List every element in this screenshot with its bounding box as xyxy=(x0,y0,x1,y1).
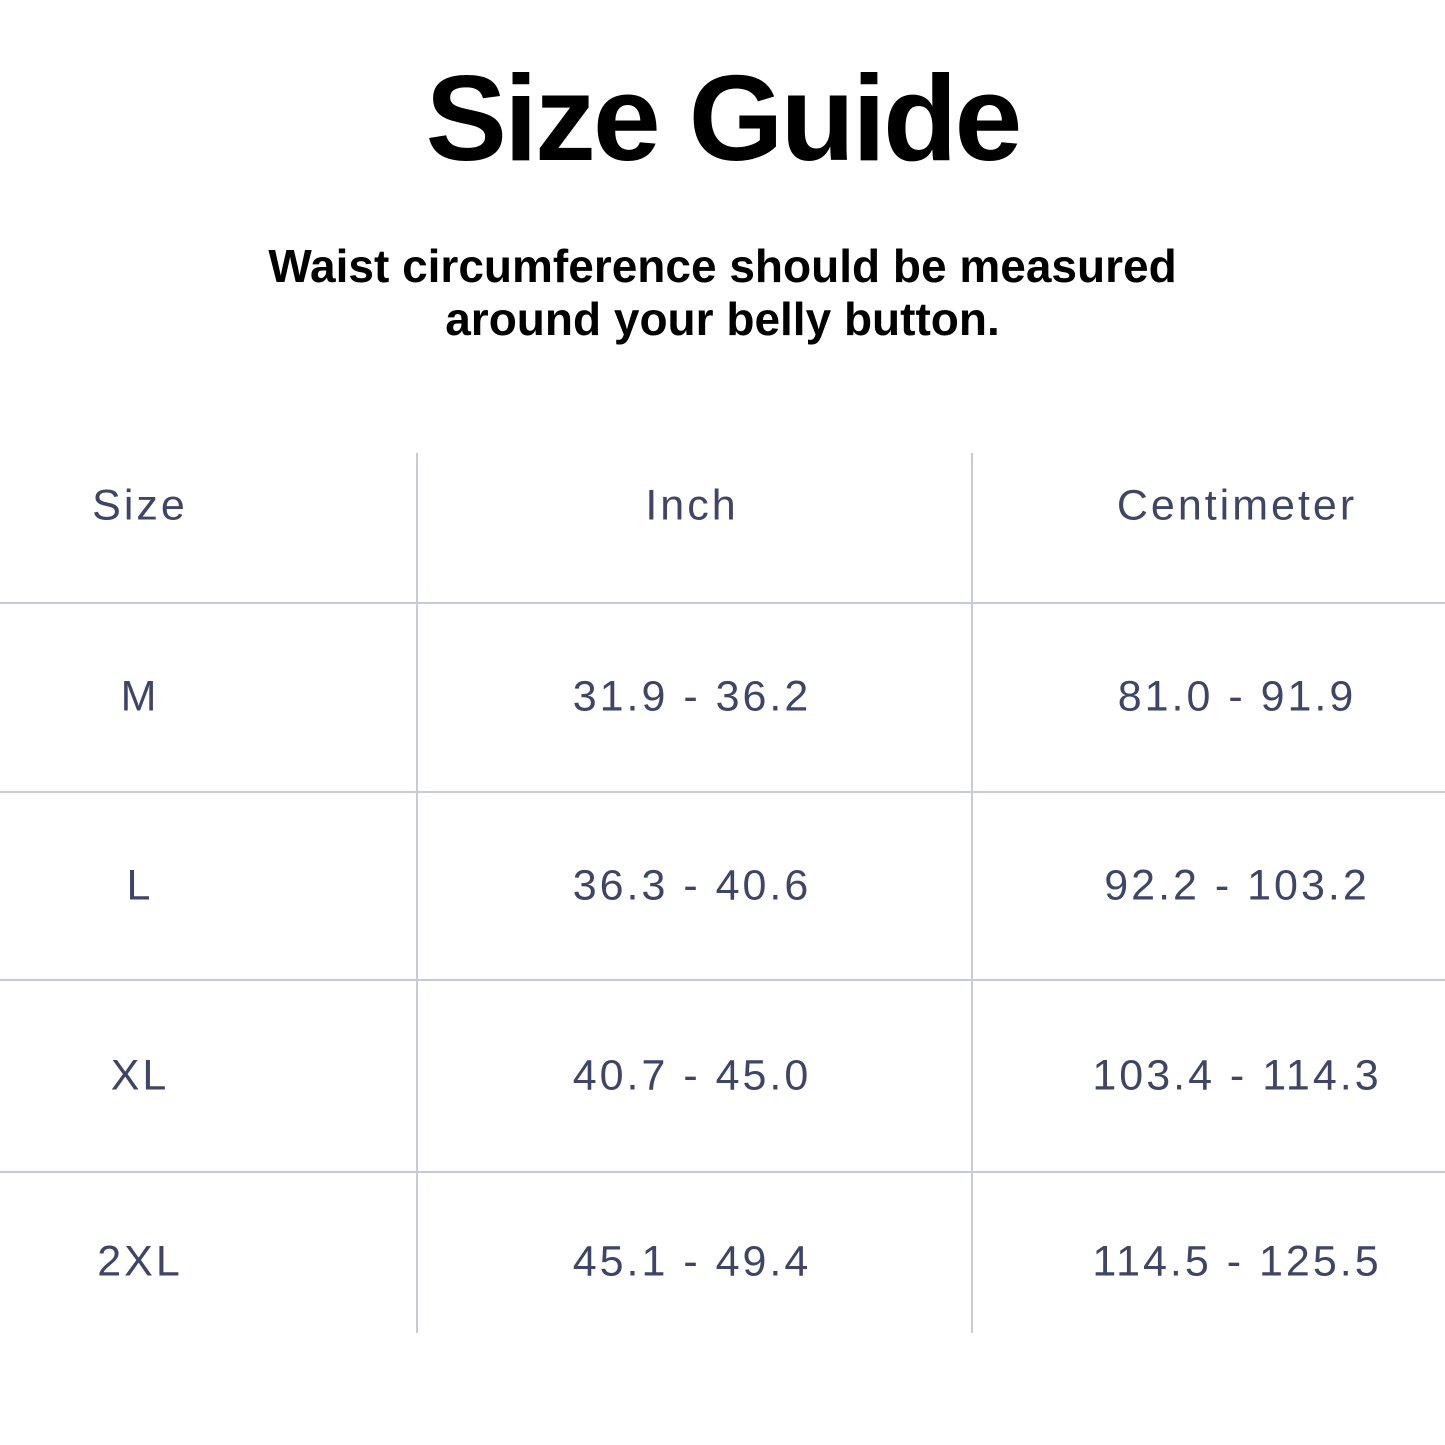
subtitle-line-1: Waist circumference should be measured xyxy=(268,240,1177,292)
inch-range: 40.7 - 45.0 xyxy=(572,1051,812,1100)
inch-range: 36.3 - 40.6 xyxy=(572,861,812,910)
size-value: XL xyxy=(110,1051,170,1100)
column-header-centimeter: Centimeter xyxy=(1116,481,1358,530)
column-header-inch: Inch xyxy=(645,481,739,530)
subtitle-line-2: around your belly button. xyxy=(445,293,1000,346)
centimeter-range: 114.5 - 125.5 xyxy=(1092,1237,1382,1286)
row-divider-4 xyxy=(0,1171,1445,1173)
row-divider-1 xyxy=(0,602,1445,604)
column-header-size: Size xyxy=(92,481,188,530)
centimeter-range: 103.4 - 114.3 xyxy=(1092,1051,1382,1100)
size-value: M xyxy=(120,672,160,721)
column-divider-2 xyxy=(971,453,973,1333)
row-divider-2 xyxy=(0,791,1445,793)
subtitle: Waist circumference should be measured a… xyxy=(0,240,1445,347)
size-value: 2XL xyxy=(97,1237,183,1286)
inch-range: 45.1 - 49.4 xyxy=(572,1237,812,1286)
column-divider-1 xyxy=(416,453,418,1333)
centimeter-range: 92.2 - 103.2 xyxy=(1104,861,1370,910)
row-divider-3 xyxy=(0,979,1445,981)
size-value: L xyxy=(126,861,154,910)
page-title: Size Guide xyxy=(425,50,1023,186)
inch-range: 31.9 - 36.2 xyxy=(572,672,812,721)
centimeter-range: 81.0 - 91.9 xyxy=(1117,672,1357,721)
